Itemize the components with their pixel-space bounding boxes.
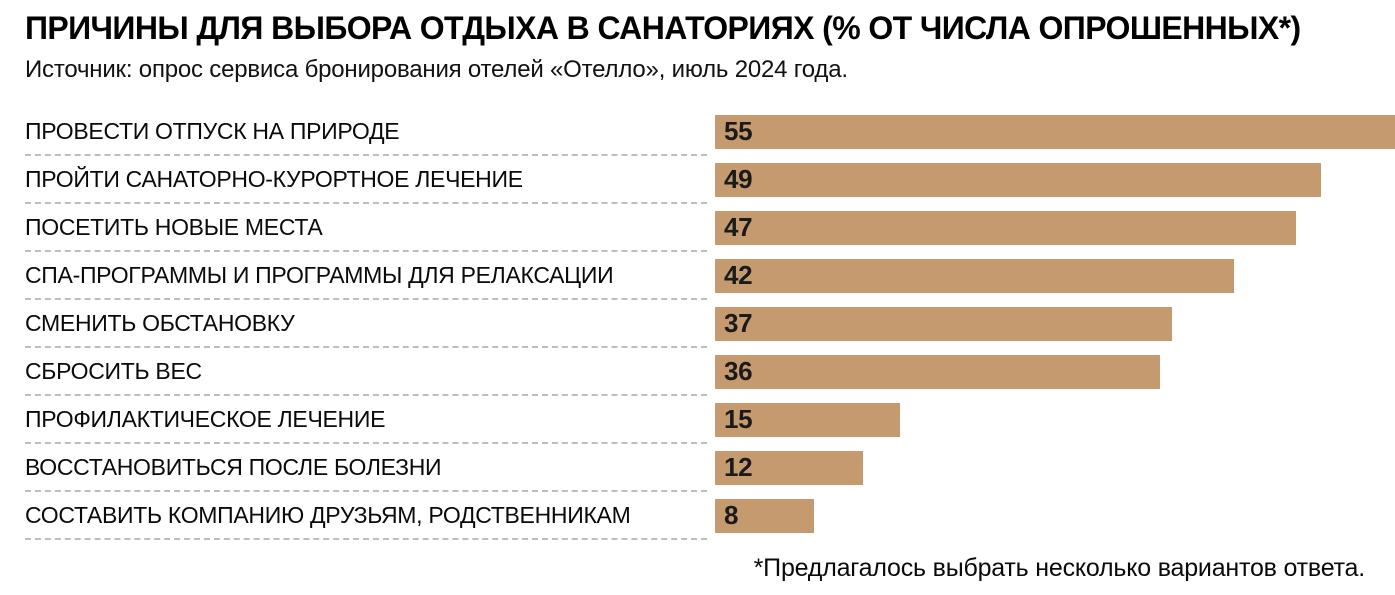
chart-row: ПОСЕТИТЬ НОВЫЕ МЕСТА 47	[25, 204, 1395, 252]
value-label: 12	[724, 452, 753, 483]
category-label: ПРОФИЛАКТИЧЕСКОЕ ЛЕЧЕНИЕ	[25, 406, 386, 433]
chart-source: Источник: опрос сервиса бронирования оте…	[25, 55, 848, 83]
category-label: ПОСЕТИТЬ НОВЫЕ МЕСТА	[25, 214, 323, 241]
value-label: 55	[724, 116, 753, 147]
bar-track: 49	[715, 162, 1395, 197]
bar-track: 37	[715, 306, 1395, 341]
bar-track: 12	[715, 450, 1395, 485]
bar-chart: ПРОВЕСТИ ОТПУСК НА ПРИРОДЕ 55 ПРОЙТИ САНАТ…	[25, 108, 1395, 540]
bar-track: 15	[715, 402, 1395, 437]
value-label: 47	[724, 212, 753, 243]
bar-track: 47	[715, 210, 1395, 245]
category-label: ВОССТАНОВИТЬСЯ ПОСЛЕ БОЛЕЗНИ	[25, 454, 442, 481]
bar: 36	[715, 354, 1161, 389]
bar: 12	[715, 450, 864, 485]
chart-row: СБРОСИТЬ ВЕС 36	[25, 348, 1395, 396]
chart-row: ВОССТАНОВИТЬСЯ ПОСЛЕ БОЛЕЗНИ 12	[25, 444, 1395, 492]
chart-title: ПРИЧИНЫ ДЛЯ ВЫБОРА ОТДЫХА В САНАТОРИЯХ (…	[25, 10, 1301, 46]
bar: 8	[715, 498, 814, 533]
category-label: СБРОСИТЬ ВЕС	[25, 358, 202, 385]
category-label: ПРОЙТИ САНАТОРНО-КУРОРТНОЕ ЛЕЧЕНИЕ	[25, 166, 523, 193]
chart-row: ПРОЙТИ САНАТОРНО-КУРОРТНОЕ ЛЕЧЕНИЕ 49	[25, 156, 1395, 204]
category-label: СПА-ПРОГРАММЫ И ПРОГРАММЫ ДЛЯ РЕЛАКСАЦИИ	[25, 262, 614, 289]
chart-row: ПРОВЕСТИ ОТПУСК НА ПРИРОДЕ 55	[25, 108, 1395, 156]
category-label: СОСТАВИТЬ КОМПАНИЮ ДРУЗЬЯМ, РОДСТВЕННИКА…	[25, 502, 631, 529]
bar: 55	[715, 114, 1395, 149]
bar: 37	[715, 306, 1173, 341]
value-label: 8	[724, 500, 739, 531]
chart-row: ПРОФИЛАКТИЧЕСКОЕ ЛЕЧЕНИЕ 15	[25, 396, 1395, 444]
bar-track: 8	[715, 498, 1395, 533]
chart-row: СОСТАВИТЬ КОМПАНИЮ ДРУЗЬЯМ, РОДСТВЕННИКА…	[25, 492, 1395, 540]
value-label: 37	[724, 308, 753, 339]
chart-row: СПА-ПРОГРАММЫ И ПРОГРАММЫ ДЛЯ РЕЛАКСАЦИИ…	[25, 252, 1395, 300]
value-label: 49	[724, 164, 753, 195]
category-label: СМЕНИТЬ ОБСТАНОВКУ	[25, 310, 295, 337]
value-label: 42	[724, 260, 753, 291]
bar: 42	[715, 258, 1235, 293]
bar: 47	[715, 210, 1297, 245]
bar-track: 42	[715, 258, 1395, 293]
value-label: 36	[724, 356, 753, 387]
footnote: *Предлагалось выбрать несколько варианто…	[753, 553, 1366, 582]
bar-track: 36	[715, 354, 1395, 389]
bar: 49	[715, 162, 1321, 197]
bar-track: 55	[715, 114, 1395, 149]
bar: 15	[715, 402, 901, 437]
chart-row: СМЕНИТЬ ОБСТАНОВКУ 37	[25, 300, 1395, 348]
value-label: 15	[724, 404, 753, 435]
category-label: ПРОВЕСТИ ОТПУСК НА ПРИРОДЕ	[25, 118, 400, 145]
